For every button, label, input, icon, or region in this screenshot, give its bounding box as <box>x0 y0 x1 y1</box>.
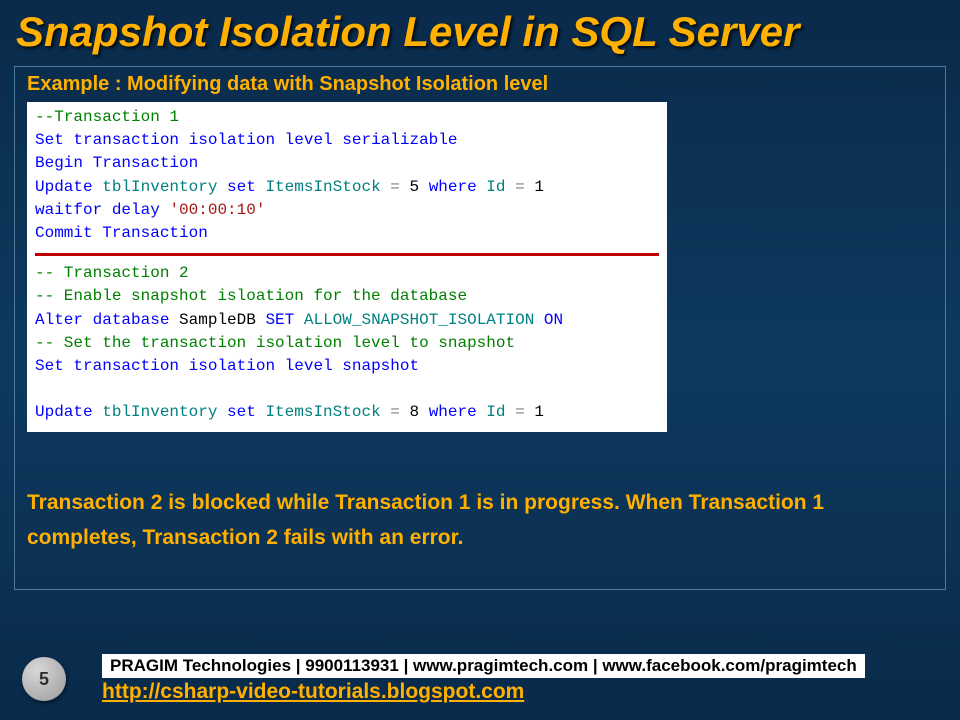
code-kw: ON <box>544 311 563 329</box>
footer: 5 PRAGIM Technologies | 9900113931 | www… <box>0 654 960 704</box>
code-text: delay <box>102 201 169 219</box>
code-block-transaction-1: --Transaction 1 Set transaction isolatio… <box>35 106 659 251</box>
code-op: = <box>390 403 400 421</box>
code-comment: -- Transaction 2 <box>35 264 189 282</box>
code-kw: where <box>429 178 477 196</box>
code-comment: -- Enable snapshot isloation for the dat… <box>35 287 467 305</box>
footer-right: PRAGIM Technologies | 9900113931 | www.p… <box>102 654 865 704</box>
code-kw: waitfor <box>35 201 102 219</box>
code-ident: SampleDB <box>169 311 265 329</box>
code-comment: --Transaction 1 <box>35 108 179 126</box>
code-text: Transaction <box>93 224 208 242</box>
code-kw: Commit <box>35 224 93 242</box>
code-divider <box>35 253 659 256</box>
code-text: transaction isolation level serializable <box>64 131 458 149</box>
explanation-text: Transaction 2 is blocked while Transacti… <box>27 486 933 555</box>
code-text: Transaction <box>83 154 198 172</box>
code-kw: Update <box>35 403 93 421</box>
code-kw: Alter <box>35 311 83 329</box>
code-kw: set <box>227 403 256 421</box>
code-num: 8 <box>400 403 429 421</box>
code-text: transaction isolation level snapshot <box>64 357 419 375</box>
code-op: = <box>515 178 525 196</box>
code-block: --Transaction 1 Set transaction isolatio… <box>27 102 667 432</box>
code-kw: Begin <box>35 154 83 172</box>
code-kw: where <box>429 403 477 421</box>
code-ident: Id <box>477 403 515 421</box>
code-ident: ItemsInStock <box>256 178 390 196</box>
code-op: = <box>390 178 400 196</box>
code-ident: ItemsInStock <box>256 403 390 421</box>
code-comment: -- Set the transaction isolation level t… <box>35 334 515 352</box>
code-ident: ALLOW_SNAPSHOT_ISOLATION <box>294 311 544 329</box>
code-ident: tblInventory <box>93 178 227 196</box>
code-ident: Id <box>477 178 515 196</box>
code-kw: database <box>83 311 169 329</box>
content-box: Example : Modifying data with Snapshot I… <box>14 66 946 590</box>
code-kw: Set <box>35 131 64 149</box>
example-label: Example : Modifying data with Snapshot I… <box>27 73 933 96</box>
code-kw: Update <box>35 178 93 196</box>
code-kw: Set <box>35 357 64 375</box>
footer-company-info: PRAGIM Technologies | 9900113931 | www.p… <box>102 654 865 678</box>
code-num: 1 <box>525 178 544 196</box>
page-number-badge: 5 <box>22 657 66 701</box>
code-num: 5 <box>400 178 429 196</box>
code-ident: tblInventory <box>93 403 227 421</box>
footer-link[interactable]: http://csharp-video-tutorials.blogspot.c… <box>102 680 865 704</box>
code-string: '00:00:10' <box>169 201 265 219</box>
code-op: = <box>515 403 525 421</box>
slide-title: Snapshot Isolation Level in SQL Server <box>0 0 960 66</box>
code-num: 1 <box>525 403 544 421</box>
code-kw: SET <box>265 311 294 329</box>
code-kw: set <box>227 178 256 196</box>
code-block-transaction-2: -- Transaction 2 -- Enable snapshot islo… <box>35 262 659 424</box>
